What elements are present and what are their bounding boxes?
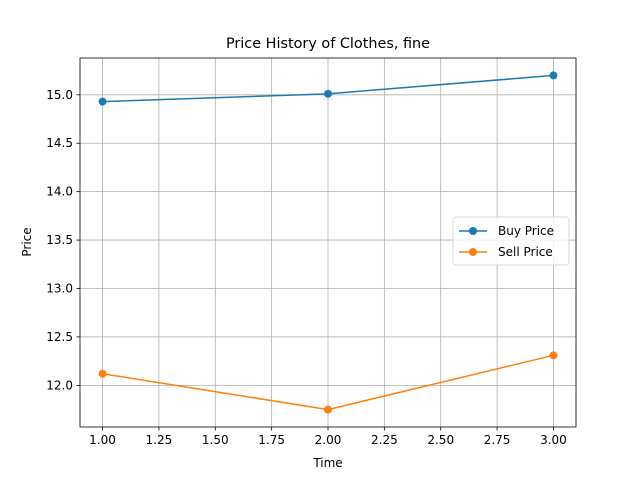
legend-swatch-marker-buy-price <box>469 227 477 235</box>
chart-title: Price History of Clothes, fine <box>226 36 430 52</box>
legend-label-buy-price: Buy Price <box>498 224 554 238</box>
legend-box <box>452 216 570 266</box>
y-tick-label: 13.5 <box>46 233 73 247</box>
x-tick-label: 2.25 <box>371 433 398 447</box>
buy-price-point <box>98 97 107 106</box>
y-tick-label: 13.0 <box>46 282 73 296</box>
y-tick-label: 14.5 <box>46 136 73 150</box>
sell-price-point <box>324 405 332 414</box>
buy-price-point <box>549 71 558 80</box>
legend-label-sell-price: Sell Price <box>498 245 553 259</box>
x-tick-label: 1.75 <box>258 433 285 447</box>
x-tick-label: 2.00 <box>315 433 342 447</box>
legend: Buy Price Sell Price <box>452 216 570 266</box>
y-axis-title: Price <box>20 227 34 256</box>
series-group <box>98 71 558 414</box>
buy-price-point <box>324 89 332 98</box>
x-tick-label: 2.75 <box>484 433 511 447</box>
x-tick-label: 1.25 <box>146 433 173 447</box>
x-tick-label: 3.00 <box>540 433 567 447</box>
x-tick-label: 2.50 <box>427 433 454 447</box>
x-tick-label: 1.00 <box>89 433 116 447</box>
legend-swatch-marker-sell-price <box>469 248 477 256</box>
y-tick-label: 12.5 <box>46 330 73 344</box>
plot-frame <box>79 57 577 428</box>
x-tick-label: 1.50 <box>202 433 229 447</box>
y-tick-label: 14.0 <box>46 185 73 199</box>
axis-ticks: 1.00 1.25 1.50 1.75 2.00 2.25 2.50 2.75 3.00 12.0… <box>46 88 567 447</box>
sell-price-point <box>98 369 107 378</box>
y-tick-label: 12.0 <box>46 378 73 392</box>
x-axis-title: Time <box>312 456 342 470</box>
y-tick-label: 15.0 <box>46 88 73 102</box>
grid-lines <box>80 58 576 427</box>
sell-price-point <box>549 351 558 360</box>
